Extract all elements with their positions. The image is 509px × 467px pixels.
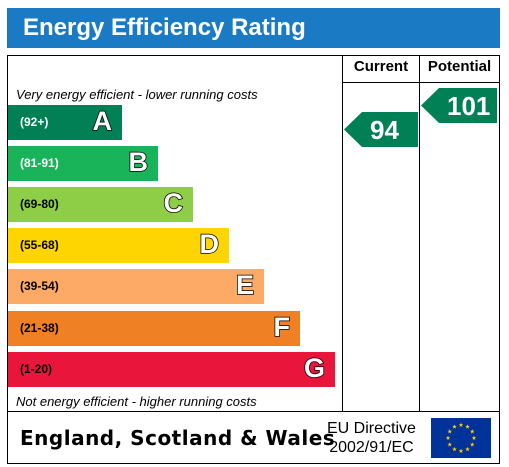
band-g: (1-20) G — [8, 352, 335, 387]
bottom-note: Not energy efficient - higher running co… — [16, 394, 257, 409]
eu-star-icon — [458, 448, 464, 453]
band-range-label: (92+) — [20, 115, 49, 129]
potential-rating-arrow: 101 — [421, 88, 497, 123]
eu-star-icon — [469, 429, 475, 434]
band-d: (55-68) D — [8, 228, 229, 263]
band-range-label: (81-91) — [20, 156, 59, 170]
band-letter-label: A — [92, 105, 113, 137]
band-a: (92+) A — [8, 105, 122, 140]
eu-directive: EU Directive 2002/91/EC — [327, 419, 416, 457]
band-range-label: (39-54) — [20, 279, 59, 293]
potential-rating-arrow-shape — [421, 88, 497, 123]
footer-divider — [7, 411, 500, 412]
eu-star-icon — [471, 435, 477, 440]
band-letter-label: G — [303, 352, 326, 384]
region-label: England, Scotland & Wales — [20, 426, 336, 450]
column-header-divider — [342, 82, 499, 83]
band-letter-label: D — [199, 228, 220, 260]
band-f: (21-38) F — [8, 311, 300, 346]
eu-star-icon — [445, 435, 451, 440]
current-rating-arrow-shape — [344, 112, 418, 147]
potential-rating-arrow-value: 101 — [447, 91, 491, 121]
eu-flag-icon — [431, 418, 491, 458]
band-letter-label: E — [235, 269, 255, 301]
header-bar: Energy Efficiency Rating — [7, 8, 500, 48]
eu-star-icon — [447, 442, 453, 447]
current-column-header: Current — [353, 58, 409, 75]
eu-star-icon — [458, 422, 464, 427]
rating-frame — [7, 55, 500, 464]
eu-star-icon — [452, 424, 457, 429]
eu-star-icon — [452, 446, 457, 452]
band-range-label: (69-80) — [20, 197, 59, 211]
band-range-label: (1-20) — [20, 362, 53, 376]
band-letter-label: C — [163, 187, 184, 219]
band-letter-label: B — [128, 146, 149, 178]
eu-star-icon — [465, 424, 470, 429]
eu-star-icon — [469, 442, 475, 447]
potential-column-divider — [419, 55, 420, 411]
top-note: Very energy efficient - lower running co… — [16, 87, 258, 102]
band-c: (69-80) C — [8, 187, 193, 222]
directive-line-2: 2002/91/EC — [329, 439, 414, 456]
current-column-divider — [342, 55, 343, 411]
eu-star-icon — [447, 429, 453, 434]
band-letter-label: F — [273, 311, 291, 343]
directive-line-1: EU Directive — [327, 420, 416, 437]
current-rating-arrow-value: 94 — [370, 115, 399, 145]
band-e: (39-54) E — [8, 269, 264, 304]
page-title: Energy Efficiency Rating — [23, 14, 306, 41]
band-range-label: (21-38) — [20, 321, 59, 335]
current-rating-arrow: 94 — [344, 112, 418, 147]
band-range-label: (55-68) — [20, 238, 59, 252]
band-b: (81-91) B — [8, 146, 158, 181]
eu-star-icon — [465, 446, 470, 452]
potential-column-header: Potential — [427, 58, 492, 75]
